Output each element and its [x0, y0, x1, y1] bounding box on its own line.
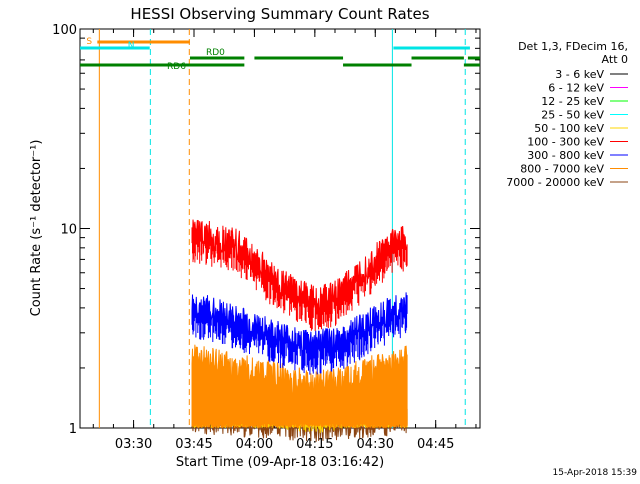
legend-entry-label: 3 - 6 keV: [555, 68, 604, 81]
y-axis-ticks: 1 10 100: [52, 23, 480, 437]
legend-entry-label: 800 - 7000 keV: [520, 163, 604, 176]
x-tick-label: 04:15: [296, 437, 333, 452]
x-axis-ticks: 03:30 03:45 04:00 04:15 04:30 04:45: [92, 29, 477, 452]
legend-entry-label: 50 - 100 keV: [534, 122, 604, 135]
legend-entry-label: 7000 - 20000 keV: [506, 176, 604, 189]
flag-label: RD0: [206, 48, 225, 58]
flag-bars: S N RD0 RD6: [80, 37, 480, 72]
legend-header: Att 0: [602, 53, 628, 66]
x-tick-label: 03:30: [115, 437, 152, 452]
legend-entry-label: 12 - 25 keV: [541, 95, 604, 108]
series-line: [191, 344, 408, 428]
flag-label: RD6: [167, 62, 186, 72]
y-tick-label: 10: [60, 223, 77, 238]
y-axis-label: Count Rate (s⁻¹ detector⁻¹): [29, 140, 44, 317]
legend-entry-label: 6 - 12 keV: [548, 82, 604, 95]
series-line: [191, 292, 408, 375]
series-group: [191, 219, 408, 442]
flag-label: N: [128, 41, 135, 51]
legend-entry-label: 300 - 800 keV: [527, 149, 604, 162]
series-line: [191, 219, 408, 331]
x-tick-label: 04:45: [417, 437, 454, 452]
legend-header: Det 1,3, FDecim 16,: [518, 40, 628, 53]
y-tick-label: 1: [69, 422, 77, 437]
timestamp-label: 15-Apr-2018 15:39: [553, 468, 638, 478]
chart-title: HESSI Observing Summary Count Rates: [130, 5, 429, 23]
x-axis-label: Start Time (09-Apr-18 03:16:42): [176, 455, 384, 470]
x-tick-label: 04:00: [236, 437, 273, 452]
x-tick-label: 04:30: [357, 437, 394, 452]
x-tick-label: 03:45: [175, 437, 212, 452]
legend-entry-label: 25 - 50 keV: [541, 109, 604, 122]
legend-entry-label: 100 - 300 keV: [527, 136, 604, 149]
y-tick-label: 100: [52, 23, 77, 38]
flag-label: S: [86, 37, 92, 47]
